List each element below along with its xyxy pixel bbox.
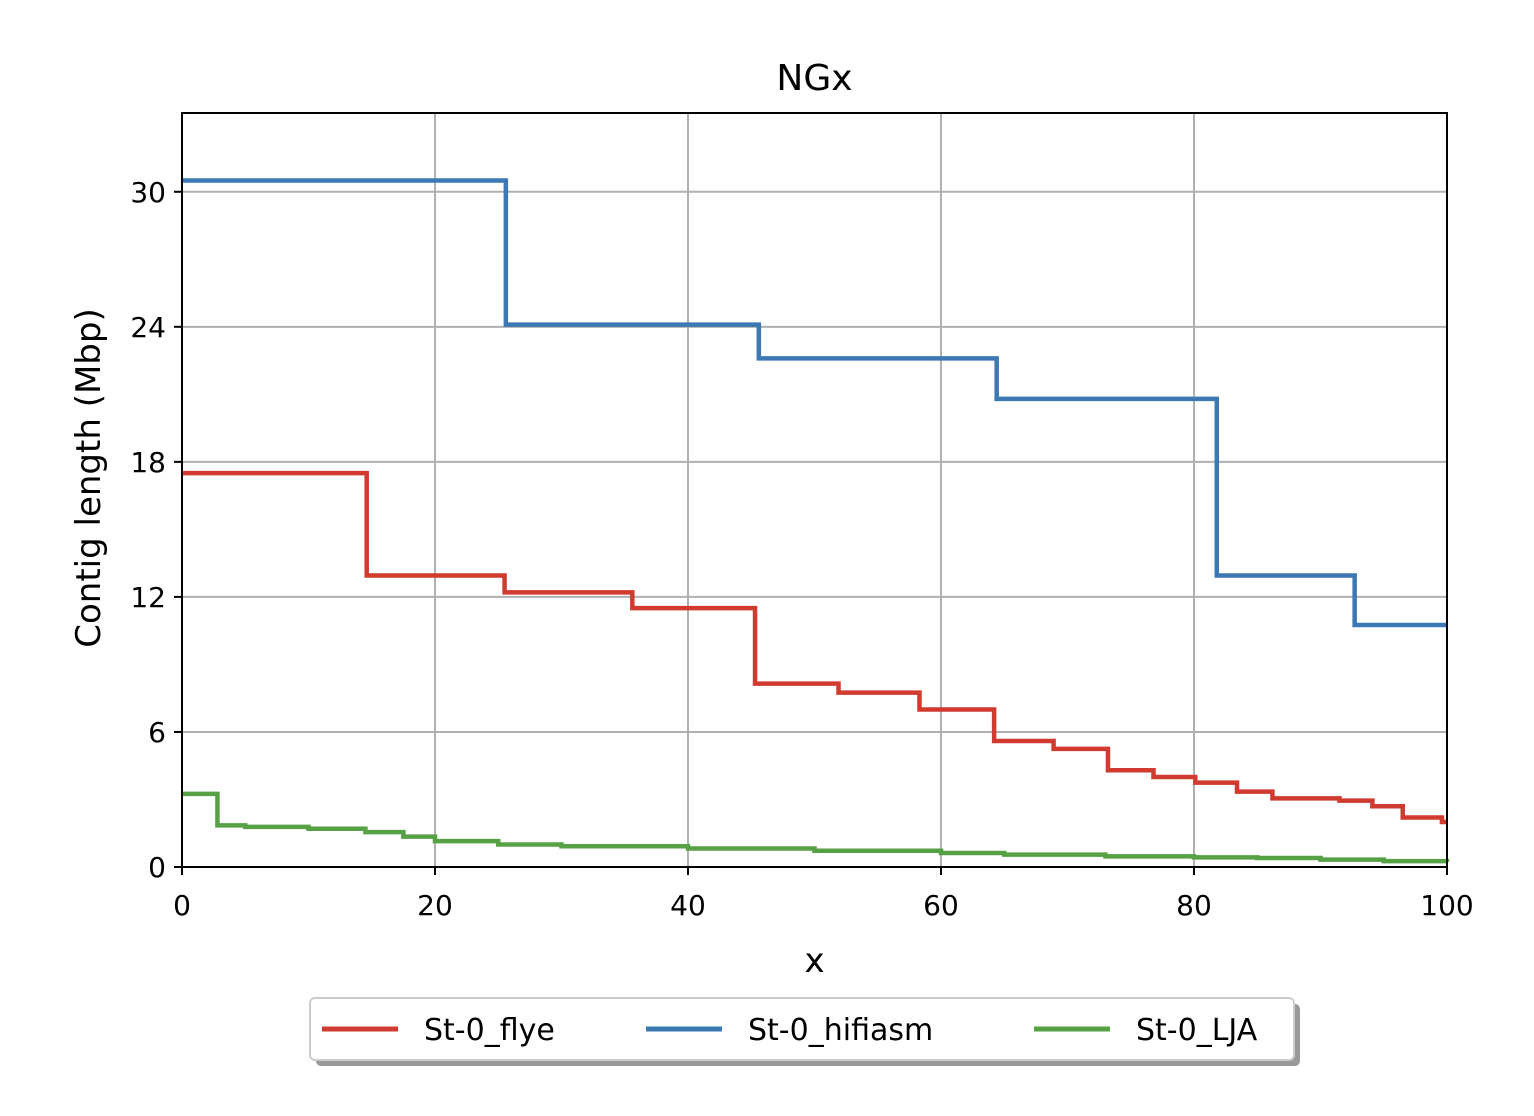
y-tick-label: 12: [130, 581, 166, 614]
series-line-St-0_LJA: [182, 791, 1450, 864]
y-tick-label: 0: [148, 851, 166, 884]
x-tick-label: 0: [173, 889, 191, 922]
y-tick-label: 30: [130, 176, 166, 209]
axis-ticks: 0 20 40 60 80 100 0 6 12 18 24 30: [130, 176, 1473, 922]
x-tick-label: 20: [417, 889, 453, 922]
legend-label-St-0_LJA: St-0_LJA: [1136, 1013, 1258, 1048]
series-lines: [182, 178, 1450, 864]
x-tick-label: 100: [1420, 889, 1473, 922]
x-axis-title: x: [804, 941, 824, 981]
y-tick-label: 24: [130, 311, 166, 344]
series-line-St-0_flye: [182, 470, 1447, 825]
y-tick-label: 6: [148, 716, 166, 749]
x-tick-label: 60: [923, 889, 959, 922]
x-tick-label: 40: [670, 889, 706, 922]
legend: St-0_flye St-0_hifiasm St-0_LJA: [309, 997, 1300, 1066]
legend-label-St-0_hifiasm: St-0_hifiasm: [748, 1013, 933, 1048]
chart-title: NGx: [776, 58, 852, 99]
plot-frame: [181, 112, 1448, 868]
y-tick-label: 18: [130, 446, 166, 479]
series-line-St-0_hifiasm: [182, 178, 1447, 628]
legend-box: [309, 997, 1295, 1061]
y-axis-title: Contig length (Mbp): [69, 308, 109, 647]
x-tick-label: 80: [1176, 889, 1212, 922]
legend-label-St-0_flye: St-0_flye: [424, 1013, 555, 1048]
